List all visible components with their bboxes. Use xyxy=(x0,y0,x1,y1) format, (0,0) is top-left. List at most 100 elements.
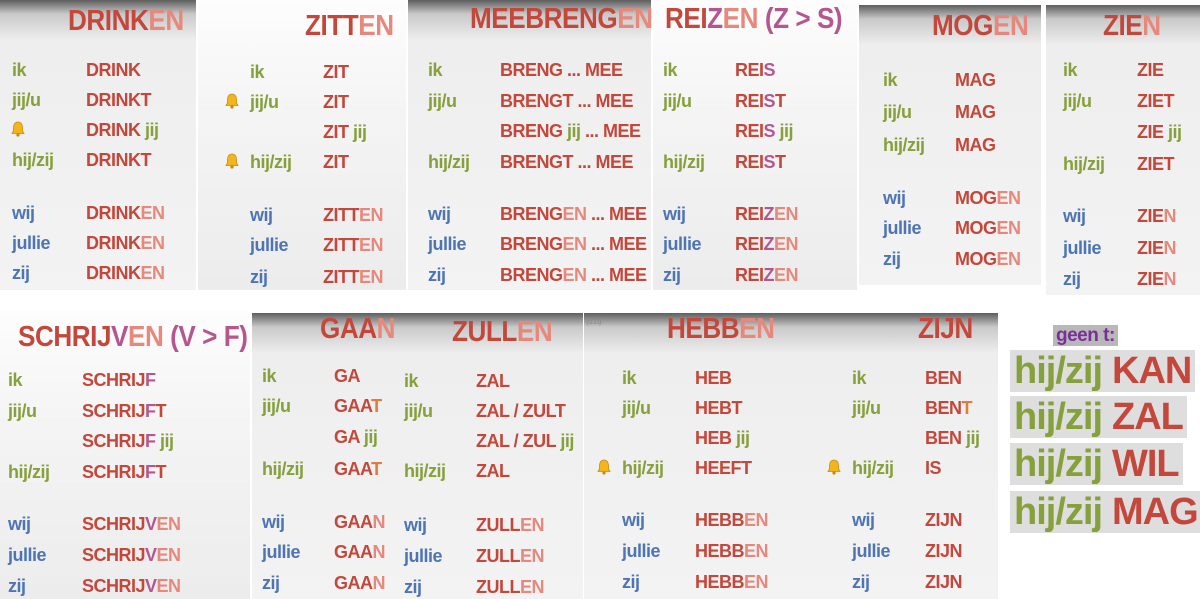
pronoun: jullie xyxy=(1063,238,1102,258)
text-segment: T xyxy=(371,459,382,479)
verb-form: DRINKEN xyxy=(86,234,165,252)
text-segment: EN xyxy=(127,321,164,353)
text-segment: EN xyxy=(562,234,588,254)
text-segment: EN xyxy=(739,313,775,345)
text-segment: GAA xyxy=(334,573,373,593)
verb-form: GA jij xyxy=(334,428,378,446)
text-segment: N xyxy=(1163,206,1177,226)
text-segment: (Z > S) xyxy=(758,3,843,35)
pronoun: wij xyxy=(12,203,35,223)
verb-form: SCHRIJF jij xyxy=(82,432,174,450)
verb: ZAL xyxy=(1112,396,1184,438)
verb-form: SCHRIJVEN xyxy=(82,577,181,595)
text-segment: REI xyxy=(665,3,708,35)
text-segment: EN xyxy=(148,5,184,37)
verb-form: ZIT jij xyxy=(323,123,367,141)
verb-form: GAAN xyxy=(334,513,385,531)
text-segment: EN xyxy=(774,234,799,254)
text-segment: SCHRIJ xyxy=(82,431,146,451)
verb-form: ZIE jij xyxy=(1137,123,1182,141)
pronoun: hij/zij xyxy=(852,458,894,478)
verb-form: ZIT xyxy=(323,63,349,81)
card-panel xyxy=(653,0,857,290)
text-segment: HEBB xyxy=(667,313,740,345)
verb-form: MOGEN xyxy=(955,250,1021,268)
pronoun: jullie xyxy=(8,545,47,565)
text-segment: SCHRIJ xyxy=(18,321,112,353)
text-segment: DRINK xyxy=(86,233,141,253)
bell-shape xyxy=(225,153,239,169)
pronoun: hij/zij xyxy=(1014,350,1103,392)
text-segment: EN xyxy=(722,3,759,35)
text-segment: ZITT xyxy=(305,10,359,42)
pronoun: jij/u xyxy=(262,396,291,416)
pronoun: zij xyxy=(428,265,446,285)
text-segment: MEEBRENG xyxy=(470,3,618,35)
pronoun: wij xyxy=(404,515,427,535)
pronoun: zij xyxy=(8,576,26,596)
pronoun: hij/zij xyxy=(1014,396,1103,438)
text-segment: SCHRIJ xyxy=(82,370,146,390)
pronoun: hij/zij xyxy=(12,150,54,170)
text-segment: N xyxy=(372,542,386,562)
text-segment: ZIJN xyxy=(925,510,963,530)
geen-t-row: hij/zij MAG xyxy=(1010,491,1200,533)
text-segment: EN xyxy=(562,204,588,224)
pronoun: hij/zij xyxy=(1014,491,1103,533)
text-segment: EN xyxy=(996,218,1022,238)
verb-form: BRENG ... MEE xyxy=(500,61,623,79)
text-segment: ZIT xyxy=(323,62,349,82)
pronoun: zij xyxy=(883,249,901,269)
pronoun: ik xyxy=(622,368,637,388)
verb-form: BEN jij xyxy=(925,429,980,447)
text-segment: DRINK xyxy=(86,120,141,140)
text-segment: BRENG xyxy=(500,234,563,254)
text-segment: EN xyxy=(156,576,182,596)
text-segment: HEBB xyxy=(695,572,745,592)
verb-form: MAG xyxy=(955,103,996,121)
card-panel xyxy=(198,0,406,290)
geen-t-row: hij/zij WIL xyxy=(1010,443,1183,485)
verb-form: ZULLEN xyxy=(476,516,545,534)
verb-form: ZITTEN xyxy=(323,206,384,224)
text-segment: GAA xyxy=(334,512,373,532)
card-title: MOGEN xyxy=(932,12,1029,41)
pronoun: ik xyxy=(883,70,898,90)
pronoun: hij/zij xyxy=(1063,154,1105,174)
pronoun: hij/zij xyxy=(428,152,470,172)
text-segment: N xyxy=(1142,10,1161,42)
text-segment: EN xyxy=(140,233,166,253)
text-segment: BRENGT ... MEE xyxy=(500,152,634,172)
pronoun: jij/u xyxy=(883,102,912,122)
pronoun: ik xyxy=(262,366,277,386)
bell-icon xyxy=(224,93,240,109)
verb-form: DRINKT xyxy=(86,91,152,109)
text-segment: EN xyxy=(156,545,182,565)
pronoun: ik xyxy=(852,368,867,388)
verb-form: ZULLEN xyxy=(476,547,545,565)
geen-t-row: hij/zij KAN xyxy=(1010,350,1196,392)
pronoun: wij xyxy=(8,514,31,534)
text-segment: SCHRIJ xyxy=(82,576,146,596)
bell-shape xyxy=(597,459,611,475)
text-segment: REI xyxy=(735,265,764,285)
text-segment: ZIT xyxy=(323,92,349,112)
text-segment: ZIE xyxy=(1103,10,1143,42)
verb-form: MAG xyxy=(955,136,996,154)
pronoun: zij xyxy=(404,577,422,597)
text-segment: EN xyxy=(996,249,1022,269)
verb-form: REIST xyxy=(735,153,786,171)
text-segment: EN xyxy=(617,3,653,35)
verb-form: HEBT xyxy=(695,399,743,417)
geen-t-label: geen t: xyxy=(1053,325,1118,346)
card-title: HEBBEN xyxy=(667,315,775,344)
text-segment: EN xyxy=(358,10,394,42)
text-segment: GA xyxy=(334,366,361,386)
text-segment: jij xyxy=(775,121,794,141)
text-segment: ... MEE xyxy=(586,234,647,254)
text-segment: F xyxy=(145,431,156,451)
verb: KAN xyxy=(1112,350,1192,392)
pronoun: zij xyxy=(250,267,268,287)
text-segment: Z xyxy=(763,204,775,224)
